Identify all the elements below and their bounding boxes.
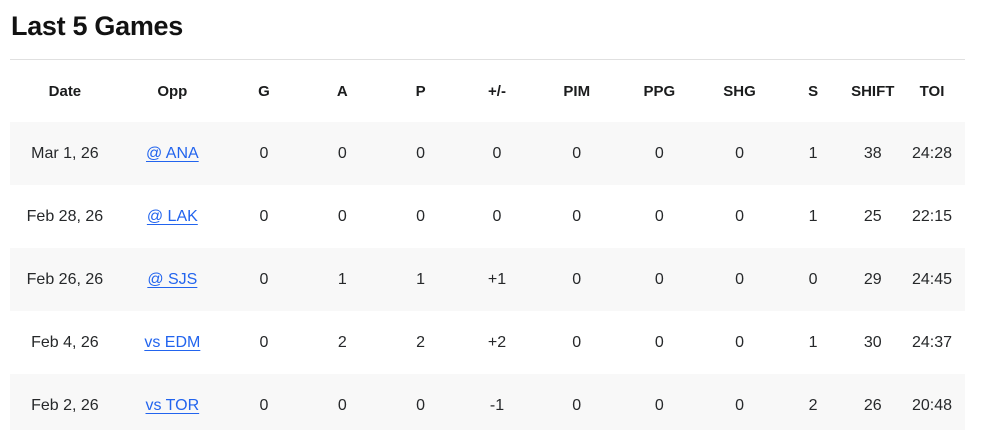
col-header-shg: SHG (723, 82, 756, 100)
date-cell: Feb 4, 26 (31, 333, 99, 351)
stat-cell-s: 1 (808, 333, 818, 351)
stat-cell-plus-minus: 0 (492, 207, 502, 225)
stat-cell-s: 1 (808, 207, 818, 225)
stat-cell-shg: 0 (735, 396, 744, 414)
stat-cell-pim: 0 (572, 333, 582, 351)
stat-cell-plus-minus: +1 (487, 270, 507, 288)
table-body: Mar 1, 26 @ ANA 0 0 0 0 0 0 0 1 38 24:28… (10, 122, 965, 430)
stat-cell-a: 0 (337, 207, 347, 225)
stat-cell-s: 1 (808, 144, 818, 162)
stat-cell-shg: 0 (735, 270, 744, 288)
date-cell: Feb 2, 26 (31, 396, 99, 414)
stat-cell-shift: 38 (863, 144, 882, 162)
stat-cell-pim: 0 (572, 396, 582, 414)
stat-cell-g: 0 (259, 333, 269, 351)
col-header-shift: SHIFT (851, 82, 895, 100)
opp-cell: @ ANA (120, 122, 225, 185)
col-header-ppg: PPG (643, 82, 676, 100)
stat-cell-shift: 26 (863, 396, 882, 414)
opp-link[interactable]: @ SJS (147, 270, 198, 288)
stat-cell-s: 2 (808, 396, 818, 414)
opp-link[interactable]: @ LAK (146, 207, 198, 225)
stat-cell-toi: 20:48 (911, 396, 953, 414)
stat-cell-a: 0 (337, 396, 347, 414)
col-header-toi: TOI (919, 82, 945, 100)
stat-cell-plus-minus: 0 (492, 144, 502, 162)
opp-cell: @ SJS (120, 248, 225, 311)
game-row: Mar 1, 26 @ ANA 0 0 0 0 0 0 0 1 38 24:28 (10, 122, 965, 185)
stat-cell-ppg: 0 (654, 396, 664, 414)
stat-cell-shg: 0 (735, 207, 744, 225)
stat-cell-g: 0 (259, 144, 269, 162)
stat-cell-shift: 29 (863, 270, 882, 288)
stat-cell-shift: 30 (863, 333, 882, 351)
stat-cell-a: 1 (337, 270, 347, 288)
col-header-date: Date (48, 82, 82, 100)
stat-cell-pim: 0 (572, 270, 582, 288)
stat-cell-p: 0 (416, 144, 426, 162)
stat-cell-g: 0 (259, 207, 269, 225)
opp-cell: @ LAK (120, 185, 225, 248)
stat-cell-shg: 0 (735, 333, 744, 351)
header-row: Date Opp G A P +/- PIM PPG SHG S SHIFT T… (10, 60, 965, 122)
table-header: Date Opp G A P +/- PIM PPG SHG S SHIFT T… (10, 60, 965, 122)
opp-link[interactable]: @ ANA (145, 144, 199, 162)
game-row: Feb 4, 26 vs EDM 0 2 2 +2 0 0 0 1 30 24:… (10, 311, 965, 374)
col-header-a: A (336, 82, 348, 100)
date-cell: Feb 28, 26 (26, 207, 104, 225)
game-row: Feb 28, 26 @ LAK 0 0 0 0 0 0 0 1 25 22:1… (10, 185, 965, 248)
opp-cell: vs EDM (120, 311, 225, 374)
last-5-games-table: Date Opp G A P +/- PIM PPG SHG S SHIFT T… (10, 60, 965, 430)
stat-cell-plus-minus: +2 (487, 333, 507, 351)
stats-table-container: Date Opp G A P +/- PIM PPG SHG S SHIFT T… (10, 59, 965, 430)
game-row: Feb 2, 26 vs TOR 0 0 0 -1 0 0 0 2 26 20:… (10, 374, 965, 430)
stat-cell-pim: 0 (572, 207, 582, 225)
col-header-p: P (415, 82, 426, 100)
stat-cell-ppg: 0 (654, 144, 664, 162)
col-header-s: S (808, 82, 819, 100)
stat-cell-p: 1 (416, 270, 426, 288)
col-header-pim: PIM (563, 82, 591, 100)
stat-cell-shg: 0 (735, 144, 744, 162)
col-header-plus-minus: +/- (488, 82, 506, 100)
stat-cell-a: 2 (337, 333, 347, 351)
stat-cell-shift: 25 (863, 207, 882, 225)
stat-cell-p: 0 (416, 396, 426, 414)
stat-cell-ppg: 0 (654, 207, 664, 225)
stat-cell-pim: 0 (572, 144, 582, 162)
stat-cell-ppg: 0 (654, 270, 664, 288)
date-cell: Feb 26, 26 (26, 270, 104, 288)
stat-cell-toi: 24:28 (911, 144, 953, 162)
stat-cell-g: 0 (259, 396, 269, 414)
game-row: Feb 26, 26 @ SJS 0 1 1 +1 0 0 0 0 29 24:… (10, 248, 965, 311)
stat-cell-p: 2 (416, 333, 426, 351)
stat-cell-toi: 22:15 (911, 207, 953, 225)
opp-cell: vs TOR (120, 374, 225, 430)
col-header-opp: Opp (157, 82, 188, 100)
date-cell: Mar 1, 26 (31, 144, 99, 162)
col-header-g: G (258, 82, 270, 100)
stat-cell-toi: 24:45 (911, 270, 953, 288)
stat-cell-plus-minus: -1 (489, 396, 505, 414)
opp-link[interactable]: vs EDM (144, 333, 201, 351)
stat-cell-g: 0 (259, 270, 269, 288)
stat-cell-p: 0 (416, 207, 426, 225)
stat-cell-ppg: 0 (654, 333, 664, 351)
section-title: Last 5 Games (11, 11, 183, 41)
stat-cell-s: 0 (808, 270, 818, 288)
stat-cell-a: 0 (337, 144, 347, 162)
stat-cell-toi: 24:37 (911, 333, 953, 351)
opp-link[interactable]: vs TOR (145, 396, 200, 414)
